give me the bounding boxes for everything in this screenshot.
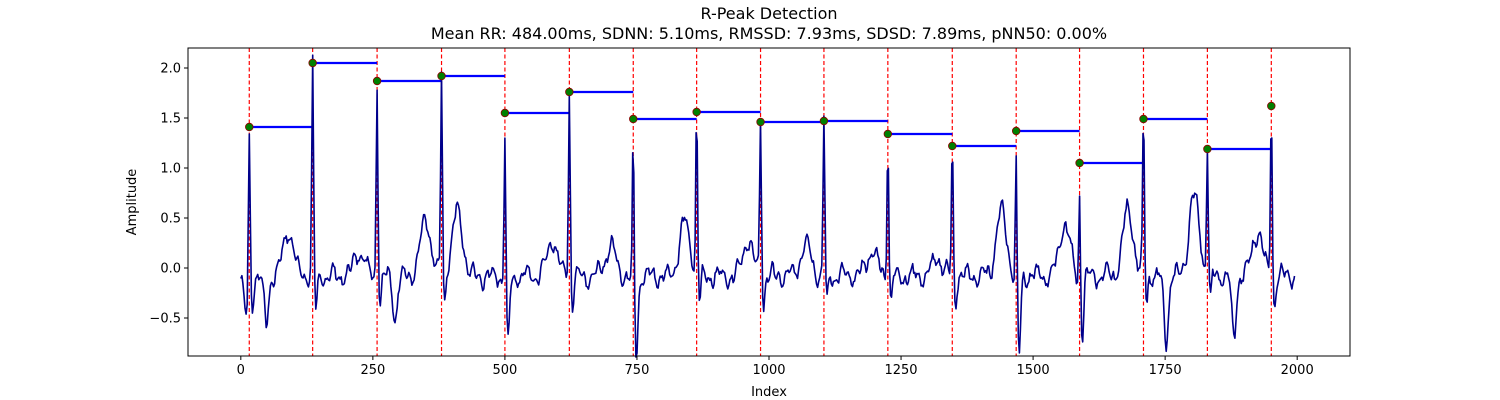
peak-marker-6 xyxy=(629,114,638,124)
x-axis-label: Index xyxy=(751,385,787,400)
peak-lines xyxy=(248,48,1272,356)
x-tick-label-6: 1500 xyxy=(1017,363,1050,378)
peak-marker-9 xyxy=(819,116,829,126)
y-tick-label-2: 0.5 xyxy=(160,212,181,227)
x-tick-label-4: 1000 xyxy=(752,363,785,378)
peak-marker-12 xyxy=(1011,126,1021,136)
peak-marker-2 xyxy=(372,76,382,86)
peak-marker-11 xyxy=(948,141,957,151)
y-tick-label-5: 2.0 xyxy=(160,62,181,77)
peak-marker-10 xyxy=(883,129,893,139)
x-axis-ticks: 0 250 500 750 1000 1250 1500 1750 2000 xyxy=(237,356,1314,378)
y-tick-label-4: 1.5 xyxy=(160,112,181,127)
x-tick-label-3: 750 xyxy=(625,363,650,378)
x-tick-label-5: 1250 xyxy=(884,363,917,378)
peak-markers xyxy=(245,58,1276,168)
peak-marker-16 xyxy=(1267,101,1276,111)
rr-segments xyxy=(249,61,1272,165)
plot-frame xyxy=(187,47,1351,357)
peak-marker-13 xyxy=(1075,158,1084,168)
x-tick-label-7: 1750 xyxy=(1149,363,1182,378)
peak-marker-3 xyxy=(437,71,446,81)
peak-marker-14 xyxy=(1139,114,1148,124)
peak-marker-1 xyxy=(308,58,317,68)
x-tick-label-0: 0 xyxy=(237,363,245,378)
y-tick-label-3: 1.0 xyxy=(160,162,181,177)
y-tick-label-0: −0.5 xyxy=(149,312,181,327)
chart-title: R-Peak Detection xyxy=(700,4,837,23)
x-tick-label-1: 250 xyxy=(360,363,385,378)
peak-marker-5 xyxy=(565,87,574,97)
peak-marker-8 xyxy=(756,117,765,127)
peak-marker-15 xyxy=(1203,144,1212,154)
y-axis-ticks: −0.5 0.0 0.5 1.0 1.5 2.0 xyxy=(149,62,188,327)
y-axis-label: Amplitude xyxy=(125,169,140,236)
peak-marker-7 xyxy=(692,107,701,117)
ecg-signal-line xyxy=(240,54,1296,358)
peak-marker-4 xyxy=(500,108,510,118)
x-tick-label-2: 500 xyxy=(492,363,517,378)
x-tick-label-8: 2000 xyxy=(1281,363,1314,378)
peak-marker-0 xyxy=(245,122,254,132)
y-tick-label-1: 0.0 xyxy=(160,262,181,277)
chart-subtitle: Mean RR: 484.00ms, SDNN: 5.10ms, RMSSD: … xyxy=(431,24,1107,43)
